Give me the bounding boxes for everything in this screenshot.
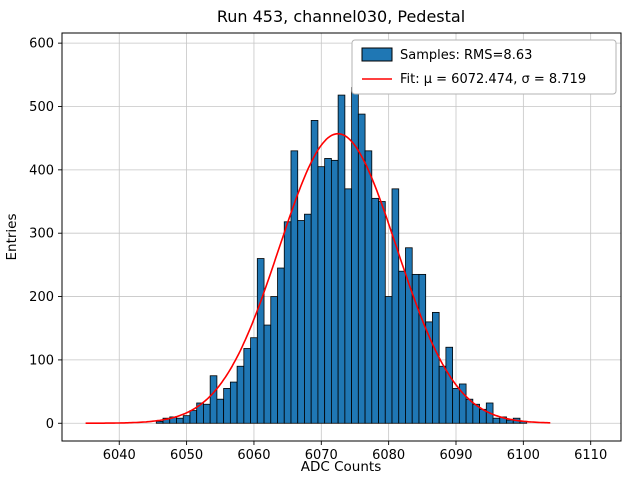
- legend: Samples: RMS=8.63 Fit: μ = 6072.474, σ =…: [351, 39, 617, 95]
- histogram-bar: [438, 365, 447, 424]
- legend-box: [351, 39, 617, 95]
- y-tick-label: 200: [29, 290, 54, 305]
- histogram-bar: [398, 270, 406, 424]
- histogram-bar: [304, 213, 312, 424]
- x-tick-label: 6110: [574, 448, 607, 463]
- x-tick-label: 6040: [103, 448, 136, 463]
- histogram-bar: [344, 188, 352, 424]
- histogram-bar: [330, 159, 339, 424]
- histogram-bar: [405, 247, 413, 424]
- x-tick-label: 6060: [237, 448, 270, 463]
- x-tick-label: 6080: [372, 448, 405, 463]
- histogram-bar: [223, 388, 231, 424]
- histogram-bar: [256, 258, 265, 424]
- histogram-bar: [384, 296, 393, 424]
- axes-frame: [61, 32, 622, 442]
- histogram-bar: [351, 87, 359, 424]
- y-tick-label: 300: [29, 227, 54, 242]
- legend-samples-label: Samples: RMS=8.63: [400, 48, 532, 63]
- histogram-bar: [176, 417, 184, 424]
- histogram-bar: [506, 419, 514, 424]
- histogram-bar: [324, 158, 332, 424]
- histogram-bar: [432, 311, 440, 424]
- x-tick-label: 6050: [170, 448, 203, 463]
- histogram-bar: [364, 150, 373, 424]
- histogram-bar: [250, 337, 258, 424]
- histogram-bar: [270, 296, 278, 424]
- x-tick-label: 6090: [439, 448, 472, 463]
- chart-title: Run 453, channel030, Pedestal: [217, 7, 465, 26]
- samples-swatch: [361, 47, 393, 62]
- histogram-bar: [203, 403, 211, 424]
- y-tick-label: 100: [29, 353, 54, 368]
- y-tick-label: 0: [46, 417, 54, 432]
- histogram-bar: [290, 150, 299, 424]
- y-axis-label: Entries: [4, 213, 20, 260]
- y-tick-label: 600: [29, 37, 54, 52]
- histogram-bar: [155, 420, 164, 424]
- histogram-bar: [418, 273, 427, 424]
- histogram-bar: [277, 267, 285, 424]
- x-tick-label: 6100: [507, 448, 540, 463]
- histogram-bar: [310, 120, 319, 424]
- histogram-bar: [209, 375, 218, 424]
- histogram-bar: [378, 201, 386, 424]
- histogram-bar: [452, 388, 460, 424]
- histogram-bar: [189, 410, 198, 424]
- x-axis-label: ADC Counts: [301, 459, 381, 475]
- histogram-bar: [182, 415, 191, 424]
- y-tick-label: 400: [29, 163, 54, 178]
- histogram-bar: [317, 166, 326, 424]
- legend-fit-label: Fit: μ = 6072.474, σ = 8.719: [400, 72, 586, 87]
- histogram-bar: [283, 221, 292, 424]
- histogram-bar: [445, 346, 454, 424]
- histogram-bar: [236, 365, 245, 424]
- gaussian-fit-curve: [85, 132, 551, 425]
- histogram-bar: [371, 197, 379, 424]
- x-tick-label: 6070: [305, 448, 338, 463]
- histogram-bar: [492, 417, 501, 424]
- y-tick-label: 500: [29, 100, 54, 115]
- histogram-bar: [337, 94, 346, 424]
- plot-area: 6040 6050 6060 6070 6080 6090 6100 6110 0 100 200 3…: [29, 32, 622, 463]
- histogram-bar: [243, 348, 251, 424]
- histogram-bar: [391, 188, 400, 424]
- histogram-bar: [263, 324, 272, 424]
- histogram-bar: [297, 220, 305, 424]
- histogram-bar: [216, 398, 225, 424]
- histogram-bar: [229, 381, 238, 424]
